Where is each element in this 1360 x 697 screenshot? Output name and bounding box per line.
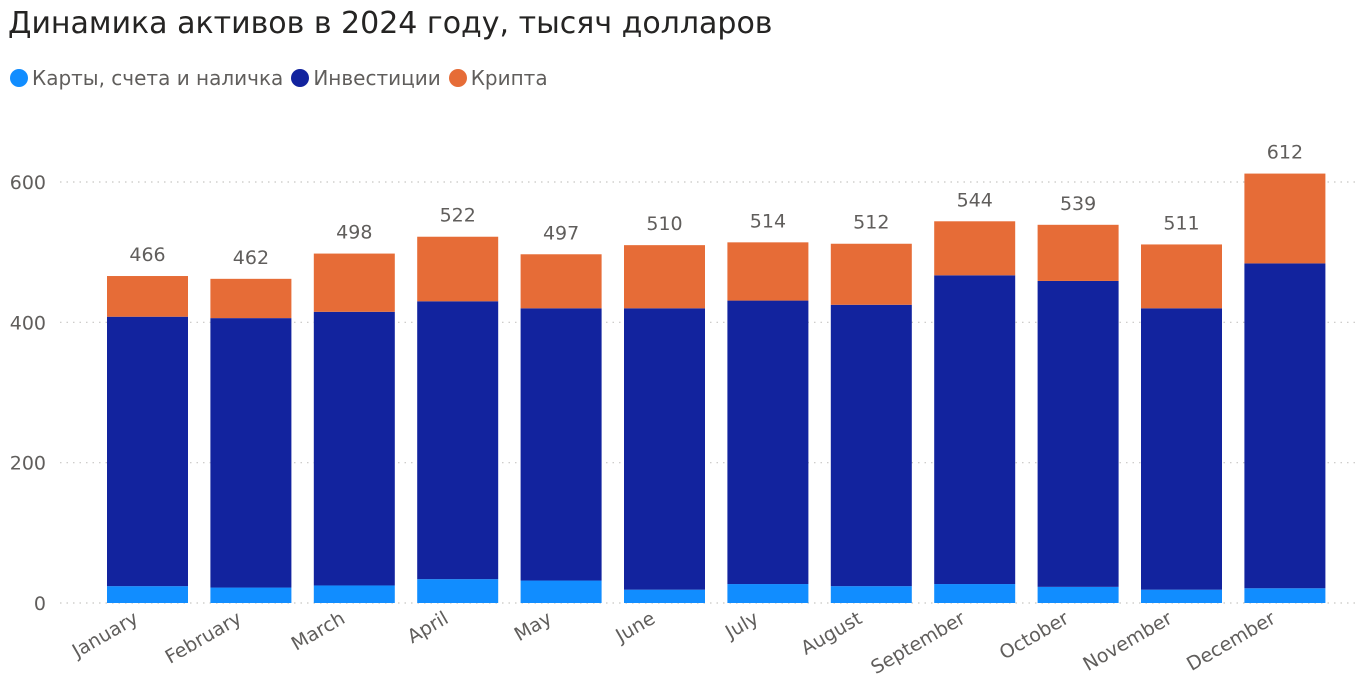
bar-segment <box>1037 586 1119 603</box>
bar-segment <box>210 318 292 588</box>
legend-label-cards: Карты, счета и наличка <box>32 66 284 90</box>
bar-segment <box>313 585 395 603</box>
bar-segment <box>210 278 292 319</box>
total-data-label: 522 <box>440 205 476 227</box>
x-category-label: January <box>68 607 142 663</box>
chart-title: Динамика активов в 2024 году, тысяч долл… <box>8 6 773 41</box>
total-data-label: 510 <box>646 213 682 235</box>
legend-item-investments[interactable]: Инвестиции <box>291 66 441 90</box>
x-category-label: March <box>288 607 349 655</box>
legend-item-crypto[interactable]: Крипта <box>448 66 548 90</box>
x-category-label: November <box>1079 607 1176 676</box>
bar-segment <box>727 584 809 603</box>
x-category-label: September <box>867 607 969 679</box>
bar-segment <box>934 221 1016 276</box>
bar-segment <box>1244 263 1326 589</box>
bar-segment <box>934 584 1016 603</box>
total-data-label: 511 <box>1163 212 1199 234</box>
total-data-label: 514 <box>750 210 786 232</box>
x-category-label: October <box>996 607 1073 664</box>
bar-segment <box>1141 244 1222 309</box>
total-data-label: 512 <box>853 212 889 234</box>
bar-segment <box>624 308 705 590</box>
bar-segment <box>107 316 188 587</box>
x-category-label: February <box>161 607 245 668</box>
bar-segment <box>1037 280 1119 587</box>
total-data-label: 612 <box>1267 142 1303 164</box>
y-tick-label: 400 <box>10 312 46 334</box>
legend-marker-crypto <box>448 69 467 87</box>
total-data-label: 497 <box>543 222 579 244</box>
total-data-label: 539 <box>1060 193 1096 215</box>
x-category-label: April <box>404 607 453 648</box>
x-category-label: December <box>1183 607 1279 675</box>
bar-segment <box>417 301 499 580</box>
legend-marker-cards <box>10 69 28 87</box>
legend-marker-investments <box>291 69 310 87</box>
total-data-label: 544 <box>957 189 993 211</box>
bar-segment <box>830 243 912 305</box>
bar-segment <box>520 254 602 309</box>
bar-segment <box>1244 173 1326 264</box>
bar-segment <box>934 275 1016 585</box>
bar-segment <box>830 304 912 587</box>
bar-segment <box>520 580 602 603</box>
y-tick-label: 200 <box>10 453 46 475</box>
bar-segment <box>520 308 602 581</box>
legend-item-cards[interactable]: Карты, счета и наличка <box>10 66 283 90</box>
legend-label-investments: Инвестиции <box>313 66 441 90</box>
bar-segment <box>107 276 188 317</box>
x-category-label: May <box>511 607 556 646</box>
bar-segment <box>417 236 499 302</box>
bar-segment <box>417 579 499 603</box>
bar-segment <box>727 300 809 585</box>
x-category-label: August <box>797 607 866 659</box>
x-category-label: June <box>611 607 659 647</box>
total-data-label: 498 <box>336 222 372 244</box>
bar-segment <box>624 589 705 603</box>
y-tick-label: 0 <box>34 593 46 615</box>
bar-segment <box>830 586 912 603</box>
bar-segment <box>210 587 292 603</box>
bar-segment <box>1141 308 1222 590</box>
bar-segment <box>1141 589 1222 603</box>
total-data-label: 466 <box>129 244 165 266</box>
bar-segment <box>1244 588 1326 603</box>
bar-segment <box>313 253 395 312</box>
chart-legend: Карты, счета и наличка Инвестиции Крипта <box>10 66 556 90</box>
bar-segment <box>727 242 809 301</box>
bar-segment <box>313 311 395 586</box>
x-category-label: July <box>721 607 762 644</box>
bar-segment <box>1037 224 1119 281</box>
legend-label-crypto: Крипта <box>470 66 548 90</box>
bar-segment <box>107 586 188 603</box>
total-data-label: 462 <box>233 247 269 269</box>
y-tick-label: 600 <box>10 172 46 194</box>
bar-segment <box>624 245 705 309</box>
